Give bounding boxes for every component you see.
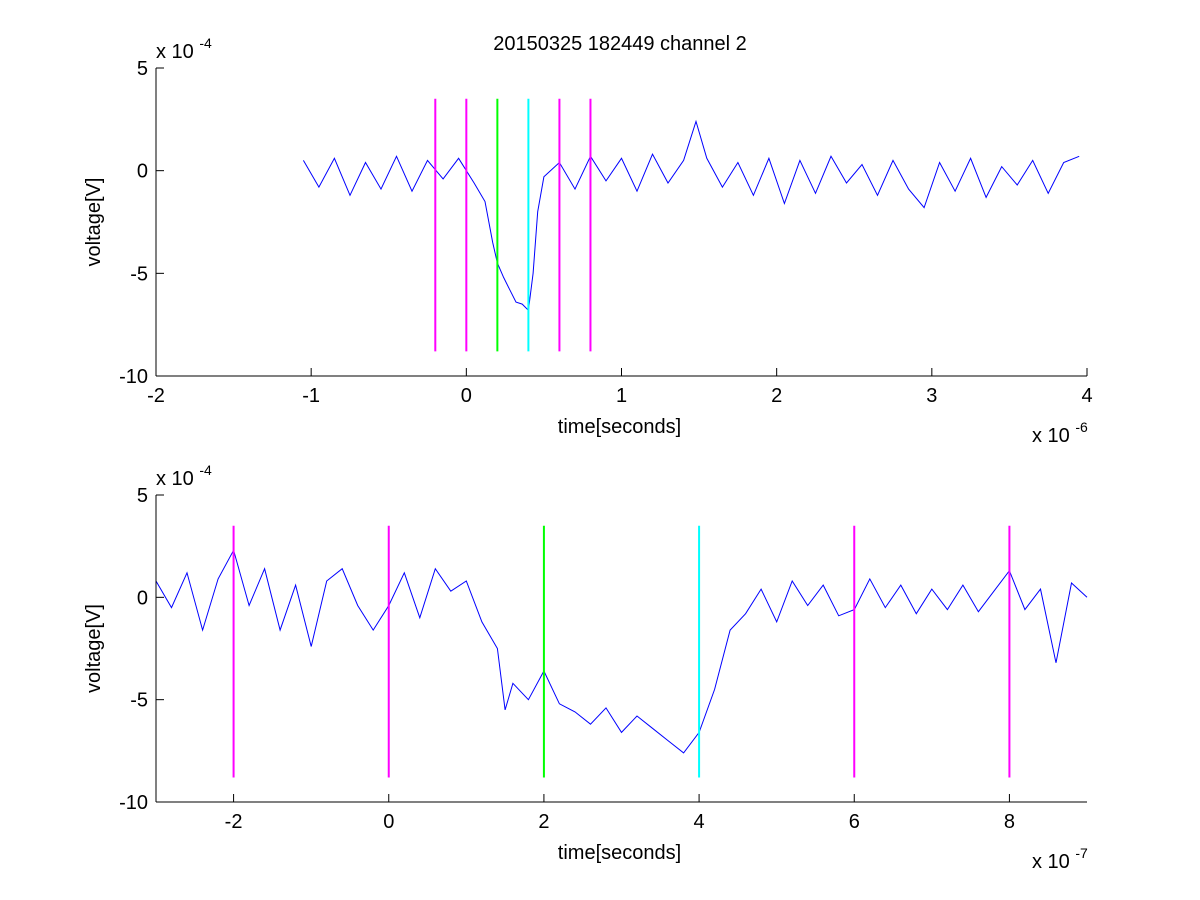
y-tick-label-3: -10 — [119, 792, 148, 814]
x-axis-label: time[seconds] — [558, 842, 681, 864]
y-tick-label-2: -5 — [130, 690, 148, 712]
y-tick-label-0: 5 — [137, 58, 148, 80]
x-tick-label-2: 2 — [538, 811, 549, 833]
y-axis-label: voltage[V] — [83, 604, 105, 693]
y-tick-label-3: -10 — [119, 366, 148, 388]
y-exponent-label: x 10 -4 — [156, 35, 212, 63]
y-tick-label-1: 0 — [137, 587, 148, 609]
x-tick-label-4: 6 — [849, 811, 860, 833]
x-tick-label-3: 4 — [694, 811, 705, 833]
x-tick-label-5: 3 — [926, 385, 937, 407]
y-tick-label-1: 0 — [137, 161, 148, 183]
x-tick-label-5: 8 — [1004, 811, 1015, 833]
x-exponent-label: x 10 -7 — [1032, 845, 1088, 873]
y-exponent-power: -4 — [199, 462, 212, 478]
x-axis-label: time[seconds] — [558, 416, 681, 438]
bottom-panel: -2 0 2 4 6 8 5 0 -5 -10 time[seconds] voltage[V] x 1… — [83, 462, 1088, 873]
x-exponent-label: x 10 -6 — [1032, 419, 1088, 447]
y-tick-label-2: -5 — [130, 263, 148, 285]
y-exponent-power: -4 — [199, 35, 212, 51]
x-exponent-power: -6 — [1075, 419, 1088, 435]
figure-title: 20150325 182449 channel 2 — [493, 33, 747, 55]
x-tick-label-1: 0 — [383, 811, 394, 833]
x-tick-label-0: -2 — [225, 811, 243, 833]
voltage-trace-line — [302, 119, 1080, 312]
y-axis-label: voltage[V] — [83, 178, 105, 267]
x-tick-label-1: -1 — [302, 385, 320, 407]
y-exponent-label: x 10 -4 — [156, 462, 212, 490]
x-tick-label-2: 0 — [461, 385, 472, 407]
x-exponent-power: -7 — [1075, 845, 1088, 861]
top-panel: -2 -1 0 1 2 3 450-5-10time[seconds]voltage[V]x… — [83, 35, 1093, 447]
x-tick-label-4: 2 — [771, 385, 782, 407]
x-tick-label-3: 1 — [616, 385, 627, 407]
voltage-trace-line — [155, 548, 1088, 754]
x-tick-label-6: 4 — [1081, 385, 1092, 407]
x-tick-label-0: -2 — [147, 385, 165, 407]
y-tick-label-0: 5 — [137, 485, 148, 507]
